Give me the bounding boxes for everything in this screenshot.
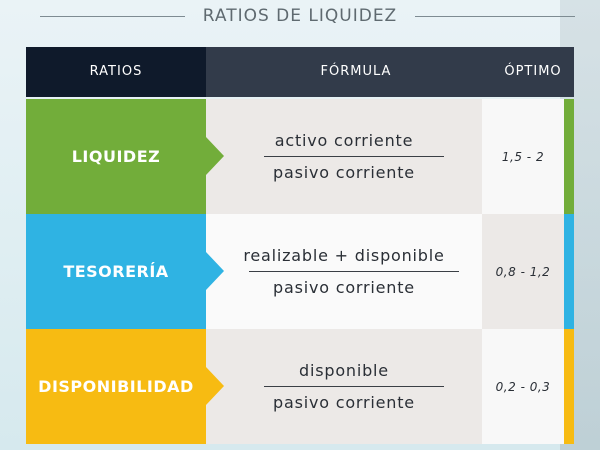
formula-cell: activo corriente pasivo corriente	[206, 99, 482, 214]
table-row-tesoreria: realizable + disponible pasivo corriente…	[26, 214, 574, 329]
arrow-icon	[206, 137, 224, 175]
formula-denominator: pasivo corriente	[273, 163, 415, 182]
arrow-icon	[206, 367, 224, 405]
formula-cell: realizable + disponible pasivo corriente	[206, 214, 482, 329]
page-title: RATIOS DE LIQUIDEZ	[202, 6, 398, 26]
optimo-value: 0,2 - 0,3	[482, 329, 564, 444]
title-rule-right	[415, 16, 575, 17]
table-row-liquidez: activo corriente pasivo corriente LIQUID…	[26, 99, 574, 214]
table-row-disponibilidad: disponible pasivo corriente DISPONIBILID…	[26, 329, 574, 444]
formula-numerator: disponible	[299, 361, 389, 380]
optimo-value: 0,8 - 1,2	[482, 214, 564, 329]
row-color-stripe	[564, 214, 574, 329]
formula-denominator: pasivo corriente	[273, 393, 415, 412]
header-ratios: RATIOS	[26, 47, 206, 97]
row-color-stripe	[564, 329, 574, 444]
ratio-label: LIQUIDEZ	[26, 99, 206, 214]
title-rule-left	[40, 16, 185, 17]
optimo-value: 1,5 - 2	[482, 99, 564, 214]
fraction-bar	[249, 271, 459, 272]
ratio-label: TESORERÍA	[26, 214, 206, 329]
row-color-stripe	[564, 99, 574, 214]
title-bar: RATIOS DE LIQUIDEZ	[0, 0, 600, 36]
table-header: RATIOS FÓRMULA ÓPTIMO	[26, 47, 574, 97]
formula-numerator: realizable + disponible	[243, 246, 445, 265]
arrow-icon	[206, 252, 224, 290]
ratio-label: DISPONIBILIDAD	[26, 329, 206, 444]
formula-numerator: activo corriente	[274, 131, 414, 150]
formula-denominator: pasivo corriente	[273, 278, 415, 297]
fraction-bar	[264, 156, 444, 157]
formula-cell: disponible pasivo corriente	[206, 329, 482, 444]
header-formula: FÓRMULA	[320, 64, 392, 79]
header-optimo: ÓPTIMO	[504, 64, 562, 79]
fraction-bar	[264, 386, 444, 387]
